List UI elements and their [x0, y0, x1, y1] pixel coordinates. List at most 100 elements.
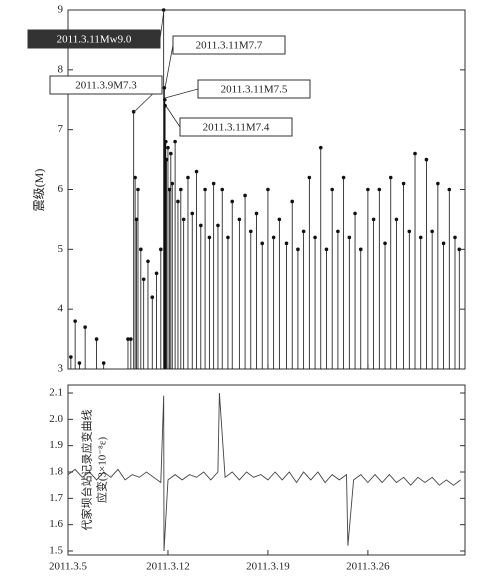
annotation-box [179, 117, 293, 137]
stem-dot [248, 229, 253, 234]
strain-line [67, 392, 461, 552]
stem-dot [413, 151, 417, 156]
y-tick-label: 2.1 [49, 387, 63, 399]
stem-dot [441, 241, 446, 246]
annotation-leader [164, 44, 174, 89]
stem-dot [336, 229, 340, 234]
annotation: 2011.3.11M7.4 [203, 122, 270, 134]
stem-dot [139, 247, 143, 252]
y-tick-label: 8 [58, 63, 64, 75]
y-axis-label: 代家坝台站记录应变曲线 [80, 410, 94, 531]
annotation: 2011.3.11Mw9.0 [57, 34, 132, 46]
stem-dot [424, 157, 429, 162]
stem-dot [260, 241, 265, 246]
stem-dot [136, 187, 140, 192]
y-tick-label: 1.6 [49, 518, 63, 530]
stem-dot [77, 361, 82, 365]
stem-dot [199, 223, 203, 228]
stem-dot [430, 229, 434, 234]
stem-dot [290, 199, 295, 204]
stem-dot [131, 109, 136, 114]
stem-dot [277, 217, 282, 222]
stem-dot [186, 175, 190, 180]
annotation-box [197, 79, 311, 99]
stem-dot [190, 211, 195, 216]
y-tick-label: 7 [58, 123, 64, 135]
stem-dot [436, 181, 440, 186]
annotation-box [172, 35, 286, 55]
annotation-box [27, 29, 161, 49]
y-tick-label: 1.9 [49, 439, 63, 451]
stem-dot [126, 337, 130, 341]
stem-dot [401, 181, 406, 186]
x-tick-label: 2011.3.12 [146, 561, 190, 573]
stem-dot [324, 247, 329, 252]
x-tick-label: 2011.3.26 [346, 561, 390, 573]
stem-dot [418, 235, 423, 240]
stem-dot [69, 355, 73, 359]
stem-dot [318, 145, 323, 150]
stem-dot [296, 247, 300, 252]
stem-dot [330, 187, 334, 192]
stem-dot [159, 247, 163, 252]
annotation-box [49, 75, 163, 95]
annotation-leader [159, 9, 165, 40]
stem-dot [284, 241, 289, 246]
stem-dot [353, 211, 357, 216]
stem-dot [407, 229, 412, 234]
y-tick-label: 6 [58, 183, 64, 195]
y-tick-label: 2.0 [49, 413, 63, 425]
stem-dot [216, 223, 220, 228]
bottom-frame [67, 384, 466, 556]
annotation: 2011.3.11M7.7 [196, 40, 263, 52]
stem-dot [154, 271, 159, 276]
annotation-leader [164, 88, 199, 99]
stem-dot [141, 277, 146, 282]
stem-dot [101, 361, 106, 365]
stem-dot [457, 247, 462, 252]
stem-dot [134, 217, 139, 222]
stem-dot [166, 145, 170, 150]
annotation-leader [165, 105, 181, 128]
stem-dot [163, 97, 167, 102]
annotation: 2011.3.11M7.5 [221, 84, 288, 96]
stem-dot [164, 139, 168, 144]
stem-dot [94, 337, 99, 341]
stem-dot [254, 211, 259, 216]
stem-dot [388, 175, 393, 180]
stem-dot [377, 187, 382, 192]
y-axis-label: 震级(M) [32, 169, 46, 212]
stem-dot [164, 157, 169, 162]
stem-dot [341, 175, 346, 180]
stem-dot [313, 235, 317, 240]
y-tick-label: 1.5 [49, 545, 63, 557]
y-tick-label: 1.7 [49, 492, 63, 504]
stem-dot [394, 217, 399, 222]
y-tick-label: 1.8 [49, 466, 63, 478]
stem-dot [203, 187, 207, 192]
stem-dot [237, 217, 242, 222]
x-tick-label: 2011.3.19 [246, 561, 290, 573]
stem-dot [271, 235, 276, 240]
stem-dot [266, 187, 270, 192]
y-tick-label: 4 [58, 303, 64, 315]
stem-dot [179, 187, 183, 192]
annotation: 2011.3.9M7.3 [75, 80, 137, 92]
stem-dot [307, 175, 312, 180]
stem-dot [83, 325, 87, 329]
stem-dot [207, 235, 212, 240]
stem-dot [226, 235, 230, 240]
stem-dot [167, 187, 172, 192]
stem-dot [129, 337, 133, 341]
y-tick-label: 3 [58, 363, 64, 375]
stem-dot [453, 235, 457, 240]
stem-dot [358, 247, 363, 252]
stem-dot [133, 175, 137, 180]
stem-dot [146, 259, 150, 264]
y-axis-label: 应变(3×10⁻⁸ε) [95, 437, 109, 504]
stem-dot [220, 187, 225, 192]
y-tick-label: 9 [58, 4, 64, 16]
y-tick-label: 5 [58, 243, 64, 255]
stem-dot [301, 229, 306, 234]
